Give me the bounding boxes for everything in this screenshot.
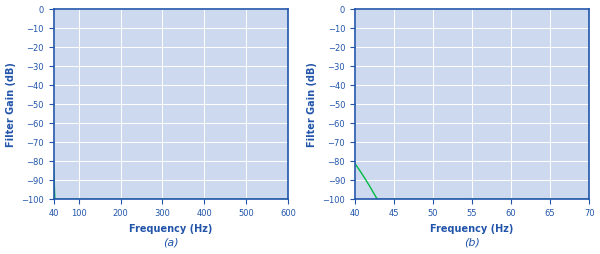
Text: (a): (a) bbox=[163, 237, 179, 247]
Y-axis label: Filter Gain (dB): Filter Gain (dB) bbox=[5, 62, 16, 147]
X-axis label: Frequency (Hz): Frequency (Hz) bbox=[430, 224, 514, 234]
X-axis label: Frequency (Hz): Frequency (Hz) bbox=[129, 224, 212, 234]
Text: (b): (b) bbox=[464, 237, 480, 247]
Y-axis label: Filter Gain (dB): Filter Gain (dB) bbox=[307, 62, 317, 147]
